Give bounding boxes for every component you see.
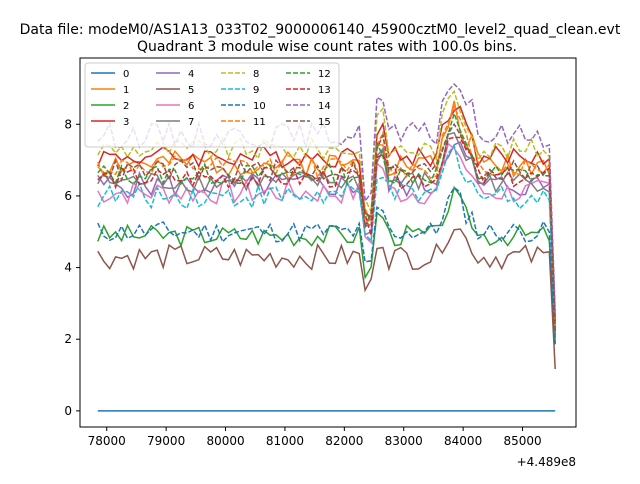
y-tick-label: 6	[64, 189, 72, 203]
legend-box	[84, 62, 340, 148]
series-line-11	[97, 104, 556, 328]
legend-label-13: 13	[318, 85, 331, 96]
y-axis-ticks: 0 2 4 6 8	[64, 117, 80, 418]
legend-label-1: 1	[123, 85, 129, 96]
legend-label-10: 10	[253, 101, 266, 112]
legend-label-14: 14	[318, 101, 331, 112]
series-line-15	[97, 122, 556, 331]
legend-label-3: 3	[123, 117, 129, 128]
legend-label-8: 8	[253, 69, 259, 80]
series-line-7	[97, 131, 556, 332]
legend-label-5: 5	[188, 85, 194, 96]
y-tick-label: 4	[64, 261, 72, 275]
legend-label-2: 2	[123, 101, 129, 112]
figure-suptitle: Data file: modeM0/AS1A13_033T02_90000061…	[20, 22, 621, 38]
y-tick-label: 0	[64, 404, 72, 418]
legend-label-0: 0	[123, 69, 129, 80]
x-tick-label: 85000	[503, 434, 541, 448]
legend-label-15: 15	[318, 117, 331, 128]
legend-label-4: 4	[188, 69, 194, 80]
series-line-10	[97, 186, 556, 345]
x-tick-label: 80000	[206, 434, 244, 448]
series-line-6	[97, 142, 556, 329]
x-tick-label: 83000	[385, 434, 423, 448]
x-tick-label: 84000	[444, 434, 482, 448]
x-tick-label: 81000	[266, 434, 304, 448]
legend-label-9: 9	[253, 85, 259, 96]
x-tick-label: 78000	[88, 434, 126, 448]
chart-title: Quadrant 3 module wise count rates with …	[137, 39, 517, 55]
legend-label-6: 6	[188, 101, 194, 112]
x-tick-label: 82000	[325, 434, 363, 448]
y-tick-label: 8	[64, 117, 72, 131]
x-axis-offset-label: +4.489e8	[517, 455, 576, 469]
x-axis-ticks: 78000 79000 80000 81000 82000 83000 84000 85000	[88, 427, 542, 448]
legend-label-12: 12	[318, 69, 331, 80]
series-line-1	[97, 100, 556, 335]
series-line-12	[97, 111, 556, 336]
series-line-5	[97, 228, 556, 370]
y-tick-label: 2	[64, 332, 72, 346]
series-line-2	[97, 185, 556, 343]
legend-label-7: 7	[188, 117, 194, 128]
series-line-13	[97, 136, 556, 322]
x-tick-label: 79000	[147, 434, 185, 448]
plot-frame	[79, 57, 577, 428]
series-line-9	[97, 143, 556, 325]
legend-label-11: 11	[253, 117, 266, 128]
